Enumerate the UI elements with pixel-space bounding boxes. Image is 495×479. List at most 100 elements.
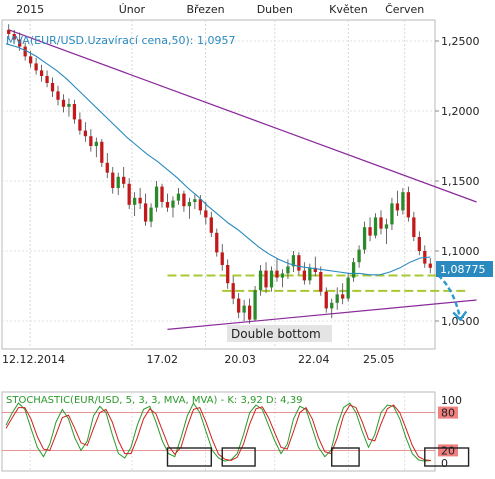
candle-body bbox=[319, 272, 323, 292]
candle-body bbox=[67, 104, 71, 107]
candle-body bbox=[406, 192, 411, 218]
candle-body bbox=[28, 56, 33, 64]
candle-body bbox=[280, 273, 285, 278]
bottom-axis-label: 20.03 bbox=[224, 353, 256, 366]
price-axis: 1,2500 1,2000 1,1500 1,1000 1,0500 bbox=[435, 35, 480, 328]
candle-body bbox=[324, 291, 328, 309]
double-bottom-annotation: Double bottom bbox=[231, 327, 321, 341]
candle-body bbox=[313, 267, 317, 272]
candle-body bbox=[23, 46, 27, 57]
candle-body bbox=[341, 294, 345, 299]
candle-body bbox=[154, 186, 159, 208]
forecast-group bbox=[437, 274, 468, 322]
candle-body bbox=[149, 207, 153, 222]
bottom-axis-label: 12.12.2014 bbox=[2, 353, 65, 366]
candle-body bbox=[209, 217, 213, 233]
oversold-box bbox=[166, 447, 212, 467]
candle-body bbox=[412, 217, 416, 237]
stoch-tick-label: 20 bbox=[441, 444, 455, 457]
oversold-box bbox=[221, 447, 256, 467]
candle-body bbox=[160, 186, 164, 202]
upper-trendline bbox=[8, 29, 477, 203]
candle-body bbox=[45, 76, 49, 83]
price-tick-label: 1,2500 bbox=[441, 35, 480, 48]
candle-body bbox=[286, 266, 290, 274]
candle-body bbox=[138, 197, 142, 204]
trendlines-group bbox=[8, 29, 477, 330]
candle-body bbox=[247, 305, 252, 320]
candle-body bbox=[330, 302, 334, 309]
candle-body bbox=[401, 192, 405, 211]
candle-body bbox=[362, 227, 367, 250]
candle-body bbox=[193, 199, 197, 202]
bottom-axis-label: 17.02 bbox=[146, 353, 178, 366]
top-axis-label: Únor bbox=[119, 3, 146, 16]
candle-body bbox=[373, 217, 378, 236]
stoch-tick-bg bbox=[438, 394, 458, 406]
candle-body bbox=[428, 263, 432, 268]
candle-body bbox=[105, 162, 109, 173]
candle-body bbox=[258, 270, 263, 291]
candle-body bbox=[368, 227, 372, 236]
last-price-label: 1,08775 bbox=[440, 263, 486, 276]
candle-body bbox=[122, 176, 126, 184]
price-tick-label: 1,1000 bbox=[441, 245, 480, 258]
candle-body bbox=[275, 270, 279, 278]
candle-body bbox=[204, 210, 208, 218]
time-axis: 2015 Únor Březen Duben Květen Červen 12.12.201… bbox=[2, 3, 424, 366]
moving-average-group bbox=[5, 43, 431, 276]
candle-body bbox=[7, 29, 11, 34]
candle-body bbox=[226, 265, 230, 284]
candle-body bbox=[78, 119, 82, 131]
candle-body bbox=[384, 224, 389, 229]
price-tick-label: 1,2000 bbox=[441, 105, 480, 118]
top-axis-label: Duben bbox=[257, 3, 293, 16]
candle-body bbox=[351, 262, 356, 278]
top-axis-label: 2015 bbox=[16, 3, 44, 16]
candle-body bbox=[302, 270, 306, 281]
candle-body bbox=[417, 237, 421, 251]
candlesticks bbox=[7, 24, 432, 324]
main-panel bbox=[1, 19, 436, 350]
top-axis-label: Březen bbox=[186, 3, 224, 16]
ma50-line bbox=[5, 43, 431, 276]
candle-body bbox=[127, 183, 131, 205]
candle-body bbox=[72, 104, 77, 120]
candle-body bbox=[187, 202, 192, 207]
lower-trendline bbox=[167, 299, 477, 330]
ma-indicator-label: MVA(EUR/USD.Uzavírací cena,50): 1,0957 bbox=[6, 34, 235, 47]
candle-body bbox=[83, 130, 88, 137]
candle-body bbox=[182, 193, 186, 207]
stoch-tick-label: 0 bbox=[441, 457, 448, 470]
stoch-k-line bbox=[5, 402, 432, 462]
candle-body bbox=[198, 199, 202, 211]
candle-body bbox=[335, 294, 339, 303]
candle-body bbox=[94, 141, 98, 146]
candle-body bbox=[111, 172, 115, 188]
candle-body bbox=[18, 39, 22, 47]
forecast-arrow-line bbox=[437, 274, 462, 320]
candle-body bbox=[165, 202, 170, 208]
candle-body bbox=[61, 99, 66, 107]
candle-body bbox=[308, 267, 312, 281]
last-price-tag bbox=[436, 261, 493, 277]
candle-body bbox=[379, 217, 383, 229]
candle-body bbox=[89, 136, 93, 146]
oversold-box bbox=[424, 447, 470, 467]
stoch-d-line bbox=[5, 404, 432, 462]
candle-body bbox=[176, 193, 181, 201]
candle-body bbox=[133, 197, 137, 205]
price-tick-label: 1,1500 bbox=[441, 175, 480, 188]
stochastic-indicator-label: STOCHASTIC(EUR/USD, 5, 3, 3, MVA, MVA) -… bbox=[6, 395, 302, 406]
bottom-axis-label: 22.04 bbox=[298, 353, 330, 366]
candle-body bbox=[215, 232, 219, 253]
candle-body bbox=[237, 298, 241, 313]
candle-body bbox=[56, 91, 60, 100]
stoch-tick-bg bbox=[438, 406, 458, 419]
annotation-bg bbox=[227, 325, 332, 342]
candle-body bbox=[269, 270, 274, 288]
candle-body bbox=[231, 283, 235, 299]
